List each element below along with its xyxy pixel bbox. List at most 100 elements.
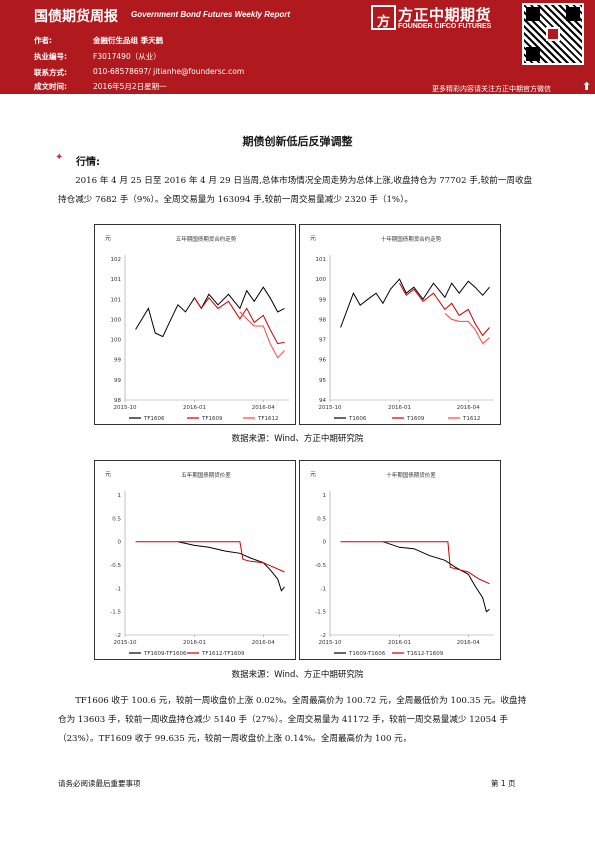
diamond-bullet-icon: ✦ [55, 152, 64, 163]
meta-value-license: F3017490（从业） [93, 52, 161, 61]
legend-label-t1612-t1609: T1612-T1609 [406, 651, 444, 657]
chart-x-tick-label: 2015-10 [319, 405, 342, 411]
footer-page-number: 第 1 页 [491, 779, 516, 788]
chart-x-tick-label: 2016-04 [457, 405, 480, 411]
chart-y-tick-label: -0.5 [315, 563, 326, 569]
chart-y-unit: 元 [310, 235, 316, 242]
chart-ten-year-spread: 元 十年期国债期货价差 1 0.5 0 -0.5 -1 -1.5 -2 2015-10 2016-0… [299, 460, 501, 660]
meta-value-date: 2016年5月2日星期一 [93, 82, 167, 91]
chart-y-tick-label: 100 [111, 338, 122, 344]
meta-label-license: 执业编号: [34, 52, 67, 61]
legend-label-tf1606: TF1606 [143, 416, 165, 422]
chart-y-tick-label: 96 [319, 358, 326, 364]
chart-y-tick-label: 99 [114, 358, 121, 364]
meta-label-author: 作者: [34, 36, 52, 45]
legend-label-t1609: T1609 [406, 416, 425, 422]
chart-y-tick-label: 101 [316, 257, 327, 263]
chart-y-tick-label: 100 [111, 317, 122, 323]
chart-x-tick-label: 2016-04 [252, 405, 275, 411]
chart-y-tick-label: 102 [111, 257, 122, 263]
chart-y-tick-label: 100 [316, 277, 327, 283]
wechat-qr-code [522, 3, 584, 65]
chart-caption-2: 数据来源：Wind、方正中期研究院 [231, 670, 364, 680]
chart-x-tick-label: 2016-04 [457, 640, 480, 646]
chart-caption-1: 数据来源：Wind、方正中期研究院 [231, 434, 364, 444]
series-line-tf1609-tf1606 [177, 541, 285, 592]
chart-y-tick-label: 99 [319, 297, 326, 303]
chart-y-tick-label: -1 [116, 586, 121, 592]
logo-text-cn: 方正中期期货 [398, 6, 492, 24]
chart-title: 五年期国债期货价差 [181, 471, 231, 479]
legend-label-t1609-t1606: T1609-T1606 [348, 651, 386, 657]
chart-x-tick-label: 2016-01 [183, 405, 206, 411]
chart-y-tick-label: 98 [114, 398, 121, 404]
chart-five-year-futures: 元 五年期国债期货合约走势 102 101 101 100 100 99 99 98 2015-10… [94, 224, 296, 425]
chart-x-tick-label: 2016-01 [388, 405, 411, 411]
chart-y-tick-label: 99 [114, 378, 121, 384]
chart-y-tick-label: 1 [323, 493, 327, 499]
chart-y-tick-label: 101 [111, 277, 122, 283]
founder-logo-icon: 方 [371, 5, 396, 30]
chart-y-tick-label: 1 [118, 493, 122, 499]
series-line-tf1612 [239, 311, 285, 359]
chart-y-tick-label: 98 [319, 317, 326, 323]
document-title: 期债创新低后反弹调整 [242, 135, 353, 148]
chart-y-tick-label: 95 [319, 378, 326, 384]
legend-label-tf1612: TF1612 [257, 416, 279, 422]
footer-disclaimer: 请务必阅读最后重要事项 [58, 779, 141, 788]
chart-y-tick-label: 0 [323, 540, 327, 546]
chart-y-tick-label: -1.5 [110, 610, 121, 616]
chart-title: 十年期国债期货合约走势 [381, 235, 442, 243]
chart-y-tick-label: -2 [116, 633, 121, 639]
chart-y-unit: 元 [105, 471, 111, 478]
series-line-tf1609 [194, 296, 285, 345]
chart-y-tick-label: -1.5 [315, 610, 326, 616]
chart-x-tick-label: 2015-10 [114, 640, 137, 646]
report-header: 国债期货周报 Government Bond Futures Weekly Re… [0, 0, 595, 94]
series-line-tf1606 [135, 286, 285, 338]
chart-y-tick-label: -0.5 [110, 563, 121, 569]
series-line-t1606 [340, 278, 490, 328]
chart-svg-five-year: 元 五年期国债期货合约走势 102 101 101 100 100 99 99 982015-10… [105, 235, 289, 422]
chart-y-tick-label: 0.5 [317, 516, 326, 522]
series-line-tf1612-tf1609 [135, 541, 285, 573]
chart-x-tick-label: 2016-01 [183, 640, 206, 646]
wechat-tagline: 更多精彩内容请关注方正中期官方微信 [432, 85, 551, 93]
chart-ten-year-futures: 元 十年期国债期货合约走势 101 100 99 98 97 96 95 94 2015-10 201… [299, 224, 501, 425]
logo-text-en: FOUNDER CIFCO FUTURES [398, 23, 492, 30]
paragraph-contract-detail: TF1606 收于 100.6 元，较前一周收盘价上涨 0.02%。全周最高价为… [58, 696, 527, 744]
series-line-t1612-t1609 [340, 541, 490, 585]
chart-title: 五年期国债期货合约走势 [176, 235, 237, 243]
legend-label-tf1609-tf1606: TF1609-TF1606 [143, 651, 187, 657]
chart-y-tick-label: 0.5 [112, 516, 121, 522]
meta-label-date: 成文时间: [34, 82, 67, 91]
chart-y-tick-label: -1 [321, 586, 326, 592]
chart-y-tick-label: 0 [118, 540, 122, 546]
meta-value-contact[interactable]: 010-68578697/ jitianhe@foundersc.com [93, 67, 245, 76]
chart-x-tick-label: 2015-10 [114, 405, 137, 411]
legend-label-t1606: T1606 [348, 416, 367, 422]
legend-label-t1612: T1612 [462, 416, 480, 422]
series-line-t1609 [399, 282, 490, 337]
meta-label-contact: 联系方式: [34, 68, 67, 77]
chart-y-tick-label: 94 [319, 398, 326, 404]
meta-value-author: 金融衍生品组 季天鹤 [93, 36, 164, 45]
series-line-t1612 [444, 313, 490, 345]
series-line-t1609-t1606 [382, 541, 490, 613]
chart-x-tick-label: 2015-10 [319, 640, 342, 646]
chart-y-unit: 元 [310, 471, 316, 478]
chart-x-tick-label: 2016-01 [388, 640, 411, 646]
report-title-en: Government Bond Futures Weekly Report [131, 10, 290, 19]
legend-label-tf1612-tf1609: TF1612-TF1609 [201, 651, 245, 657]
chart-y-tick-label: 97 [319, 338, 326, 344]
up-arrow-icon: ⬆ [582, 80, 592, 93]
paragraph-market-summary: 2016 年 4 月 25 日至 2016 年 4 月 29 日当周,总体市场情… [58, 176, 533, 205]
chart-five-year-spread: 元 五年期国债期货价差 1 0.5 0 -0.5 -1 -1.5 -2 2015-10 2016-0… [94, 460, 296, 660]
legend-label-tf1609: TF1609 [201, 416, 223, 422]
chart-y-tick-label: -2 [321, 633, 326, 639]
report-title-cn: 国债期货周报 [34, 9, 118, 25]
chart-y-unit: 元 [105, 235, 111, 242]
